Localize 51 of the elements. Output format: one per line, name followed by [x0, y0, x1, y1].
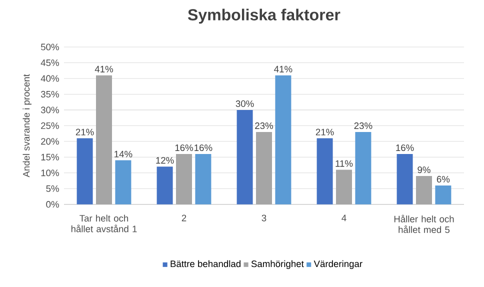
bar — [115, 160, 132, 204]
bar — [156, 166, 173, 204]
bar — [396, 154, 413, 204]
data-label: 9% — [418, 166, 430, 174]
bar — [316, 138, 333, 204]
data-label: 41% — [274, 66, 292, 72]
data-label: 6% — [436, 176, 450, 183]
data-label: 11% — [336, 160, 353, 167]
y-tick-label: 15% — [41, 154, 59, 160]
bar — [275, 75, 292, 204]
x-tick-label: 4 — [342, 214, 346, 222]
y-tick-label: 10% — [41, 170, 59, 176]
data-label: 16% — [175, 144, 194, 152]
data-label: 21% — [316, 128, 334, 136]
x-tick-label: Håller helt och hållet med 5 — [394, 214, 454, 234]
legend-label: Värderingar — [314, 260, 362, 269]
y-tick-label: 45% — [40, 59, 59, 66]
bar — [256, 132, 272, 204]
bar — [355, 132, 372, 204]
x-tick-label: 3 — [262, 214, 266, 222]
data-label: 16% — [396, 144, 414, 152]
legend-label: Bättre behandlad — [170, 260, 240, 268]
y-tick-label: 20% — [41, 138, 59, 145]
y-tick-label: 35% — [40, 90, 59, 98]
y-tick-label: 0% — [46, 201, 59, 208]
y-tick-label: 50% — [40, 44, 59, 50]
y-tick-label: 30% — [40, 106, 59, 114]
bar — [336, 170, 352, 204]
y-axis-title: Andel svarande i procent — [22, 74, 32, 178]
chart-title: Symboliska faktorer — [188, 8, 340, 24]
bar — [176, 154, 192, 204]
data-label: 12% — [156, 157, 174, 164]
data-label: 23% — [354, 122, 372, 130]
x-tick-label: 2 — [182, 214, 186, 222]
bar — [416, 176, 432, 204]
data-label: 14% — [114, 150, 132, 158]
x-tick-label: Tar helt och hållet avstånd 1 — [71, 214, 137, 232]
bar — [435, 185, 452, 204]
bar — [195, 154, 212, 204]
y-tick-label: 25% — [41, 122, 59, 129]
legend-label: Samhörighet — [251, 260, 304, 269]
data-label: 41% — [94, 66, 114, 72]
bar — [236, 110, 253, 204]
data-label: 30% — [236, 100, 254, 107]
bar — [76, 138, 93, 204]
y-tick-label: 40% — [40, 75, 59, 82]
bar — [96, 75, 112, 204]
data-label: 23% — [255, 122, 274, 130]
y-tick-label: 5% — [46, 185, 59, 192]
data-label: 21% — [76, 128, 94, 136]
data-label: 16% — [194, 144, 212, 152]
